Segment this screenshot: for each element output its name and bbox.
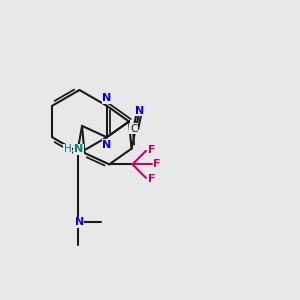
Text: N: N (75, 217, 84, 227)
Text: N: N (135, 106, 145, 116)
Text: F: F (148, 145, 155, 155)
Text: F: F (148, 174, 155, 184)
Text: N: N (103, 140, 112, 150)
Text: N: N (74, 144, 83, 154)
Text: H: H (64, 144, 72, 154)
Text: N: N (103, 93, 112, 103)
Text: F: F (153, 159, 161, 170)
Text: C: C (130, 124, 137, 134)
